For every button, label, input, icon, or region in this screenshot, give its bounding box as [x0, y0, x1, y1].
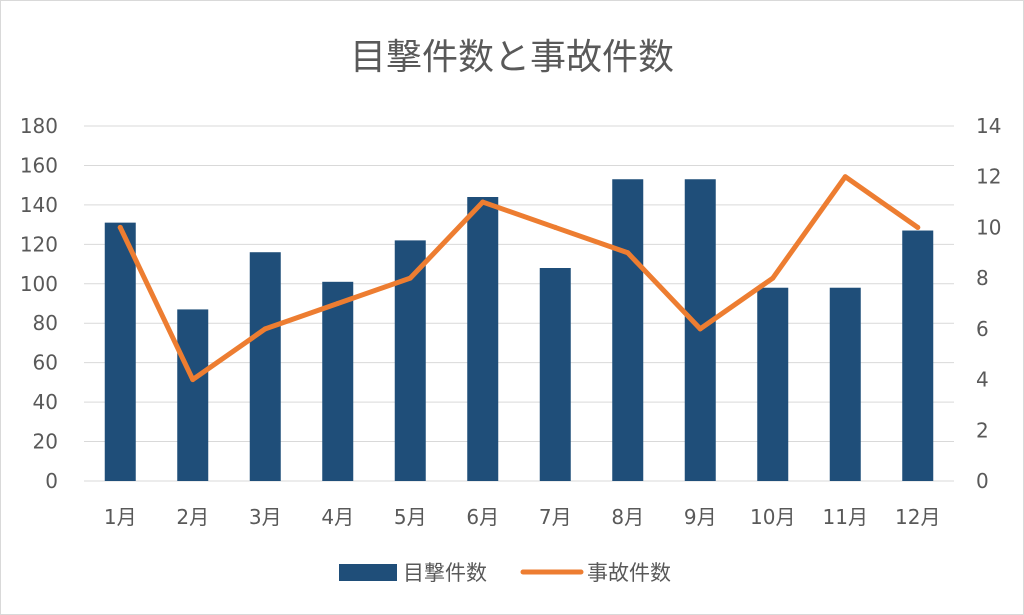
left-axis-ticks: 0 20 40 60 80 100 120 140 160 180 — [20, 114, 58, 493]
left-tick-label: 80 — [33, 311, 58, 335]
left-tick-label: 0 — [45, 469, 58, 493]
right-tick-label: 4 — [976, 368, 989, 392]
x-tick-label: 8月 — [611, 505, 644, 529]
x-tick-label: 3月 — [249, 505, 282, 529]
legend: 目撃件数 事故件数 — [339, 561, 671, 585]
bar — [177, 309, 209, 481]
bar — [249, 252, 281, 481]
x-tick-label: 11月 — [823, 505, 868, 529]
bar-series — [104, 179, 934, 481]
x-axis-ticks: 1月 2月 3月 4月 5月 6月 7月 8月 9月 10月 11月 12月 — [104, 505, 941, 529]
right-tick-label: 0 — [976, 469, 989, 493]
line-point — [770, 275, 776, 281]
line-point — [625, 250, 631, 256]
left-tick-label: 40 — [33, 390, 58, 414]
bar — [322, 281, 354, 481]
left-tick-label: 20 — [33, 430, 58, 454]
legend-bar-swatch — [339, 564, 397, 581]
left-tick-label: 140 — [20, 193, 58, 217]
line-point — [190, 377, 196, 383]
right-tick-label: 10 — [976, 215, 1001, 239]
left-tick-label: 120 — [20, 232, 58, 256]
x-tick-label: 6月 — [466, 505, 499, 529]
bar — [104, 222, 136, 481]
x-tick-label: 10月 — [750, 505, 795, 529]
bar — [467, 197, 499, 481]
bar — [829, 287, 861, 481]
bar — [902, 230, 934, 481]
legend-bar-label: 目撃件数 — [403, 561, 487, 585]
line-series-path — [117, 174, 921, 383]
x-tick-label: 2月 — [176, 505, 209, 529]
x-tick-label: 12月 — [895, 505, 940, 529]
bar — [757, 287, 789, 481]
left-tick-label: 180 — [20, 114, 58, 138]
bar — [612, 179, 644, 481]
x-tick-label: 9月 — [684, 505, 717, 529]
line-point — [407, 275, 413, 281]
line-point — [697, 326, 703, 332]
right-tick-label: 2 — [976, 418, 989, 442]
line-point — [335, 301, 341, 306]
left-tick-label: 60 — [33, 351, 58, 375]
line-series — [117, 174, 921, 383]
line-point — [915, 224, 921, 230]
right-tick-label: 12 — [976, 165, 1001, 189]
left-tick-label: 160 — [20, 153, 58, 177]
chart-title: 目撃件数と事故件数 — [350, 37, 674, 78]
line-point — [842, 174, 848, 180]
x-tick-label: 4月 — [321, 505, 354, 529]
right-tick-label: 14 — [976, 114, 1001, 138]
x-tick-label: 1月 — [104, 505, 137, 529]
x-tick-label: 7月 — [539, 505, 572, 529]
legend-line-label: 事故件数 — [587, 561, 671, 585]
gridlines — [84, 125, 954, 482]
line-point — [552, 224, 558, 230]
left-tick-label: 100 — [20, 272, 58, 296]
bar — [539, 268, 571, 481]
line-point — [262, 326, 268, 332]
right-axis-ticks: 0 2 4 6 8 10 12 14 — [976, 114, 1001, 493]
x-tick-label: 5月 — [394, 505, 427, 529]
right-tick-label: 6 — [976, 317, 989, 341]
line-point — [480, 199, 486, 205]
right-tick-label: 8 — [976, 266, 989, 290]
line-point — [117, 224, 123, 230]
